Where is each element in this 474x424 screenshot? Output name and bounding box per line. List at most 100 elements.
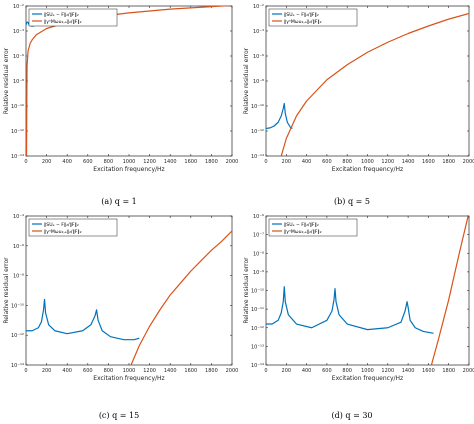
y-tick-label: 10⁻¹¹ bbox=[251, 307, 264, 313]
y-tick-label: 10⁻⁸ bbox=[253, 251, 264, 257]
x-tick-label: 1800 bbox=[205, 159, 218, 165]
legend-entry: ‖γⁿMωu₂,ₑ‖₂/‖F‖₂ bbox=[44, 229, 82, 235]
x-tick-label: 1600 bbox=[184, 159, 197, 165]
y-tick-label: 10⁻⁶ bbox=[13, 54, 24, 60]
x-axis-label: Excitation frequency/Hz bbox=[93, 375, 164, 382]
y-tick-label: 10⁻⁴ bbox=[253, 29, 264, 35]
y-axis-label: Relative residual error bbox=[243, 47, 250, 114]
x-tick-label: 0 bbox=[24, 159, 27, 165]
y-tick-label: 10⁻¹² bbox=[251, 326, 264, 332]
subfigure-caption: (a) q = 1 bbox=[101, 197, 137, 206]
subfigure-caption: (b) q = 5 bbox=[334, 197, 370, 206]
x-tick-label: 1000 bbox=[123, 159, 136, 165]
x-tick-label: 800 bbox=[104, 368, 114, 374]
y-tick-label: 10⁻⁶ bbox=[253, 214, 264, 220]
x-tick-label: 1000 bbox=[361, 159, 374, 165]
y-tick-label: 10⁻⁴ bbox=[13, 214, 24, 220]
y-tick-label: 10⁻¹² bbox=[251, 129, 264, 135]
y-tick-label: 10⁻⁴ bbox=[13, 29, 24, 35]
y-tick-label: 10⁻¹⁴ bbox=[11, 363, 24, 369]
legend-entry: ‖γⁿMωu₂,ₑ‖₂/‖F‖₂ bbox=[44, 19, 82, 25]
x-tick-label: 1400 bbox=[402, 159, 415, 165]
plot-frame bbox=[265, 5, 470, 157]
legend-box bbox=[28, 218, 118, 237]
y-tick-label: 10⁻⁹ bbox=[253, 270, 264, 276]
x-tick-label: 400 bbox=[62, 368, 72, 374]
x-tick-label: 0 bbox=[264, 159, 267, 165]
y-tick-label: 10⁻¹⁰ bbox=[11, 104, 24, 110]
legend-box bbox=[28, 8, 118, 27]
y-tick-label: 10⁻⁸ bbox=[13, 79, 24, 85]
x-tick-label: 1000 bbox=[123, 368, 136, 374]
x-tick-label: 200 bbox=[282, 159, 292, 165]
x-tick-label: 400 bbox=[62, 159, 72, 165]
y-tick-label: 10⁻⁸ bbox=[253, 79, 264, 85]
y-axis-label: Relative residual error bbox=[3, 47, 10, 114]
y-tick-label: 10⁻¹⁴ bbox=[251, 363, 264, 369]
plot-frame bbox=[25, 215, 233, 366]
legend-box bbox=[268, 218, 358, 237]
x-tick-label: 1400 bbox=[402, 368, 415, 374]
x-tick-label: 1800 bbox=[205, 368, 218, 374]
plot-frame bbox=[25, 5, 233, 157]
chart-panel-1: 0 200 400 600 800 1000 1200 1400 1600 1800 2000 10⁻… bbox=[243, 4, 474, 173]
x-axis-label: Excitation frequency/Hz bbox=[332, 166, 403, 173]
chart-panel-2: 0 200 400 600 800 1000 1200 1400 1600 1800 2000 10⁻… bbox=[3, 214, 238, 382]
y-tick-label: 10⁻¹⁰ bbox=[11, 303, 24, 309]
x-tick-label: 400 bbox=[302, 159, 312, 165]
legend-entry: ‖SUₑ − F‖₂/‖F‖₂ bbox=[284, 12, 319, 18]
x-tick-label: 800 bbox=[342, 159, 352, 165]
series-line-0 bbox=[266, 286, 434, 334]
y-tick-label: 10⁻² bbox=[253, 4, 264, 10]
y-tick-label: 10⁻⁷ bbox=[253, 233, 264, 239]
series-line-1 bbox=[280, 12, 469, 156]
x-axis-label: Excitation frequency/Hz bbox=[93, 166, 164, 173]
x-axis-label: Excitation frequency/Hz bbox=[332, 375, 403, 382]
y-axis-label: Relative residual error bbox=[243, 257, 250, 324]
y-tick-label: 10⁻⁶ bbox=[253, 54, 264, 60]
x-tick-label: 1600 bbox=[422, 368, 435, 374]
x-tick-label: 600 bbox=[83, 159, 93, 165]
x-tick-label: 1000 bbox=[361, 368, 374, 374]
subfigure-caption: (c) q = 15 bbox=[99, 411, 139, 420]
series-line-1 bbox=[430, 216, 469, 365]
x-tick-label: 200 bbox=[42, 159, 52, 165]
x-tick-label: 2000 bbox=[226, 368, 239, 374]
x-tick-label: 200 bbox=[282, 368, 292, 374]
series-line-0 bbox=[26, 298, 140, 341]
x-tick-label: 1200 bbox=[381, 159, 394, 165]
x-tick-label: 1800 bbox=[442, 368, 455, 374]
y-tick-label: 10⁻⁶ bbox=[13, 244, 24, 250]
legend-entry: ‖SUₑ − F‖₂/‖F‖₂ bbox=[44, 222, 79, 228]
x-tick-label: 800 bbox=[104, 159, 114, 165]
y-tick-label: 10⁻¹⁴ bbox=[251, 154, 264, 160]
series-line-1 bbox=[130, 230, 232, 365]
x-tick-label: 600 bbox=[322, 159, 332, 165]
series-line-0 bbox=[266, 102, 293, 130]
x-tick-label: 400 bbox=[302, 368, 312, 374]
chart-panel-0: 0 200 400 600 800 1000 1200 1400 1600 1800 2000 10⁻… bbox=[3, 4, 238, 173]
subfigure-caption: (d) q = 30 bbox=[332, 411, 373, 420]
x-tick-label: 200 bbox=[42, 368, 52, 374]
y-tick-label: 10⁻¹³ bbox=[251, 344, 264, 350]
x-tick-label: 0 bbox=[24, 368, 27, 374]
legend-entry: ‖SUₑ − F‖₂/‖F‖₂ bbox=[284, 222, 319, 228]
x-tick-label: 600 bbox=[322, 368, 332, 374]
legend-box bbox=[268, 8, 358, 27]
x-tick-label: 2000 bbox=[463, 159, 474, 165]
x-tick-label: 2000 bbox=[463, 368, 474, 374]
x-tick-label: 0 bbox=[264, 368, 267, 374]
x-tick-label: 600 bbox=[83, 368, 93, 374]
x-tick-label: 1600 bbox=[422, 159, 435, 165]
y-tick-label: 10⁻¹² bbox=[11, 129, 24, 135]
y-tick-label: 10⁻¹² bbox=[11, 333, 24, 339]
y-tick-label: 10⁻¹⁰ bbox=[251, 104, 264, 110]
legend-entry: ‖SUₑ − F‖₂/‖F‖₂ bbox=[44, 12, 79, 18]
chart-panel-3: 0 200 400 600 800 1000 1200 1400 1600 1800 2000 10⁻… bbox=[243, 214, 474, 382]
y-tick-label: 10⁻¹⁰ bbox=[251, 289, 264, 295]
y-tick-label: 10⁻¹⁴ bbox=[11, 154, 24, 160]
x-tick-label: 1200 bbox=[143, 159, 156, 165]
x-tick-label: 1200 bbox=[143, 368, 156, 374]
y-axis-label: Relative residual error bbox=[3, 257, 10, 324]
y-tick-label: 10⁻² bbox=[13, 4, 24, 10]
